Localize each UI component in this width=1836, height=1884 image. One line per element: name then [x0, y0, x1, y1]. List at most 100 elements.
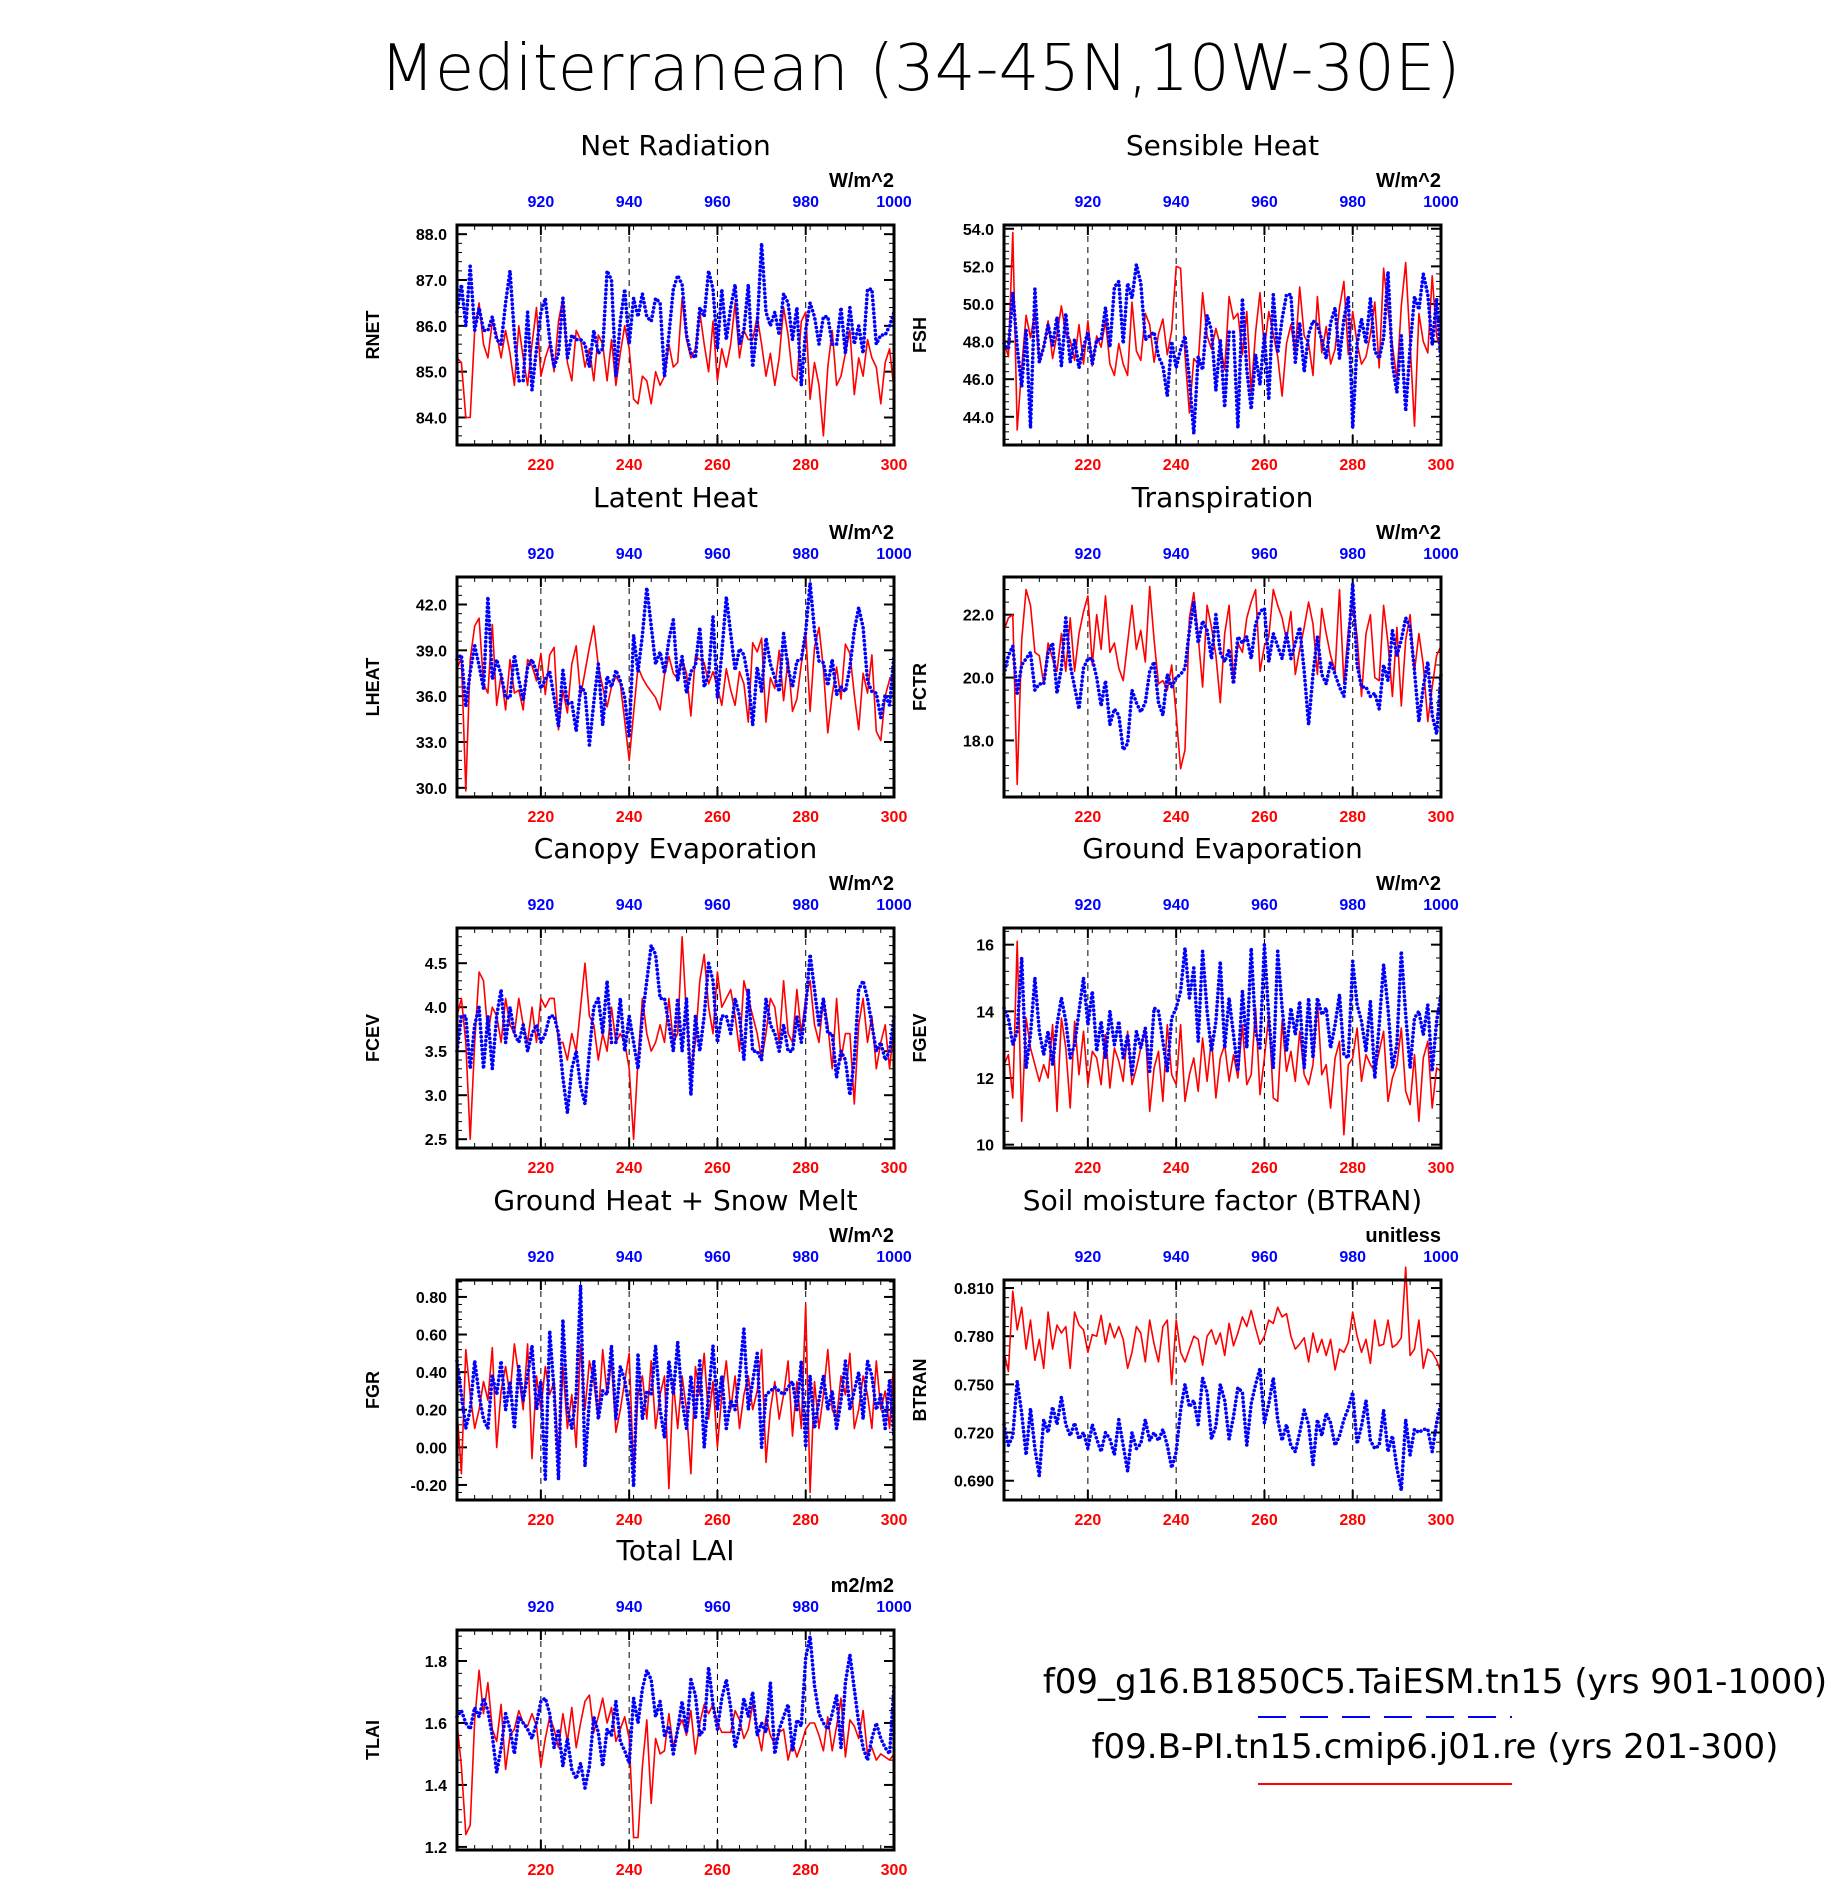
x-top-tick-label: 1000 [876, 194, 912, 211]
unit-label: W/m^2 [829, 170, 894, 192]
unit-label: W/m^2 [1376, 170, 1441, 192]
x-bottom-tick-label: 300 [881, 1512, 908, 1529]
x-top-tick-label: 940 [616, 546, 643, 563]
series-line-blue [455, 1283, 896, 1489]
y-tick-label: 88.0 [416, 227, 447, 244]
x-top-tick-label: 940 [1163, 897, 1190, 914]
series-line-blue [455, 241, 896, 392]
x-bottom-tick-label: 300 [881, 1160, 908, 1177]
y-tick-label: 0.810 [954, 1281, 994, 1298]
x-top-tick-label: 980 [792, 194, 819, 211]
figure-title: Mediterranean (34-45N,10W-30E) [380, 32, 1461, 106]
plot-frame [455, 926, 896, 1150]
x-top-tick-label: 1000 [1423, 194, 1459, 211]
y-tick-label: 0.720 [954, 1426, 994, 1443]
x-top-tick-label: 920 [528, 1599, 555, 1616]
y-tick-label: 10 [976, 1138, 994, 1155]
series-line-red [456, 1303, 895, 1494]
x-top-tick-label: 960 [1251, 1249, 1278, 1266]
unit-label: m2/m2 [831, 1575, 894, 1597]
y-tick-label: 50.0 [963, 297, 994, 314]
x-top-tick-label: 1000 [1423, 1249, 1459, 1266]
y-tick-label: 42.0 [416, 598, 447, 615]
series-line-blue [455, 943, 896, 1115]
x-bottom-tick-label: 300 [881, 809, 908, 826]
x-bottom-tick-label: 280 [1339, 1160, 1366, 1177]
y-tick-label: 2.5 [425, 1132, 447, 1149]
y-tick-label: 22.0 [963, 608, 994, 625]
x-bottom-tick-label: 240 [1163, 457, 1190, 474]
unit-label: W/m^2 [1376, 522, 1441, 544]
series-line-red [1003, 1266, 1442, 1386]
y-axis-label: FCEV [363, 1014, 383, 1062]
series-line-blue [1002, 942, 1443, 1080]
chart-panel: Canopy Evaporation W/m^2 FCEV 2.5 3.0 3.5 4.0 4… [363, 832, 912, 1177]
y-tick-label: 0.60 [416, 1328, 447, 1345]
x-top-tick-label: 960 [1251, 897, 1278, 914]
x-bottom-tick-label: 260 [1251, 1160, 1278, 1177]
series-line-red [1003, 231, 1442, 431]
y-tick-label: 0.00 [416, 1440, 447, 1457]
x-top-tick-label: 940 [616, 1599, 643, 1616]
x-top-tick-label: 980 [792, 1249, 819, 1266]
unit-label: W/m^2 [829, 522, 894, 544]
y-axis-label: FSH [910, 317, 930, 353]
chart-panel: Net Radiation W/m^2 RNET 84.0 85.0 86.0 87.0 88… [363, 129, 912, 474]
x-bottom-tick-label: 240 [1163, 809, 1190, 826]
y-axis-label: BTRAN [910, 1359, 930, 1422]
y-tick-label: 46.0 [963, 372, 994, 389]
y-tick-label: 4.5 [425, 956, 447, 973]
panel-title: Total LAI [616, 1534, 735, 1567]
plot-frame [1002, 223, 1443, 447]
y-axis-label: RNET [363, 310, 383, 359]
x-top-tick-label: 940 [616, 897, 643, 914]
x-top-tick-label: 920 [1075, 546, 1102, 563]
y-axis-label: FGR [363, 1371, 383, 1409]
y-tick-label: 30.0 [416, 781, 447, 798]
plot-frame [455, 575, 896, 799]
x-bottom-tick-label: 280 [792, 1512, 819, 1529]
x-top-tick-label: 980 [792, 897, 819, 914]
x-top-tick-label: 960 [704, 897, 731, 914]
x-bottom-tick-label: 280 [792, 1862, 819, 1879]
x-top-tick-label: 940 [1163, 194, 1190, 211]
y-axis-label: LHEAT [363, 658, 383, 717]
panel-title: Soil moisture factor (BTRAN) [1023, 1184, 1422, 1217]
plot-frame [1002, 926, 1443, 1150]
y-tick-label: -0.20 [411, 1478, 448, 1495]
x-bottom-tick-label: 300 [1428, 809, 1455, 826]
x-bottom-tick-label: 240 [616, 457, 643, 474]
x-bottom-tick-label: 280 [792, 1160, 819, 1177]
x-bottom-tick-label: 260 [1251, 457, 1278, 474]
plot-frame [455, 1278, 896, 1502]
x-top-tick-label: 940 [616, 1249, 643, 1266]
plot-frame [1002, 1278, 1443, 1502]
legend: f09_g16.B1850C5.TaiESM.tn15 (yrs 901-100… [1043, 1662, 1827, 1785]
x-bottom-tick-label: 220 [1075, 457, 1102, 474]
panel-title: Sensible Heat [1126, 129, 1319, 162]
y-tick-label: 1.2 [425, 1840, 447, 1857]
x-bottom-tick-label: 300 [1428, 1160, 1455, 1177]
x-bottom-tick-label: 240 [1163, 1160, 1190, 1177]
x-top-tick-label: 920 [528, 546, 555, 563]
x-top-tick-label: 1000 [876, 1249, 912, 1266]
y-tick-label: 14 [976, 1004, 994, 1021]
chart-panel: Transpiration W/m^2 FCTR 18.0 20.0 22.0 220 240… [910, 481, 1459, 826]
x-bottom-tick-label: 220 [528, 809, 555, 826]
x-bottom-tick-label: 260 [1251, 809, 1278, 826]
x-top-tick-label: 980 [1339, 546, 1366, 563]
series-line-red [456, 1669, 895, 1839]
y-tick-label: 3.0 [425, 1088, 447, 1105]
x-bottom-tick-label: 280 [1339, 457, 1366, 474]
y-tick-label: 36.0 [416, 689, 447, 706]
chart-panel: Latent Heat W/m^2 LHEAT 30.0 33.0 36.0 39.0 42.… [363, 481, 912, 826]
x-top-tick-label: 960 [704, 1599, 731, 1616]
y-tick-label: 20.0 [963, 671, 994, 688]
x-top-tick-label: 960 [1251, 194, 1278, 211]
y-axis-label: TLAI [363, 1720, 383, 1760]
x-bottom-tick-label: 300 [881, 457, 908, 474]
panel-title: Ground Evaporation [1082, 832, 1363, 865]
x-bottom-tick-label: 280 [792, 809, 819, 826]
x-bottom-tick-label: 280 [792, 457, 819, 474]
